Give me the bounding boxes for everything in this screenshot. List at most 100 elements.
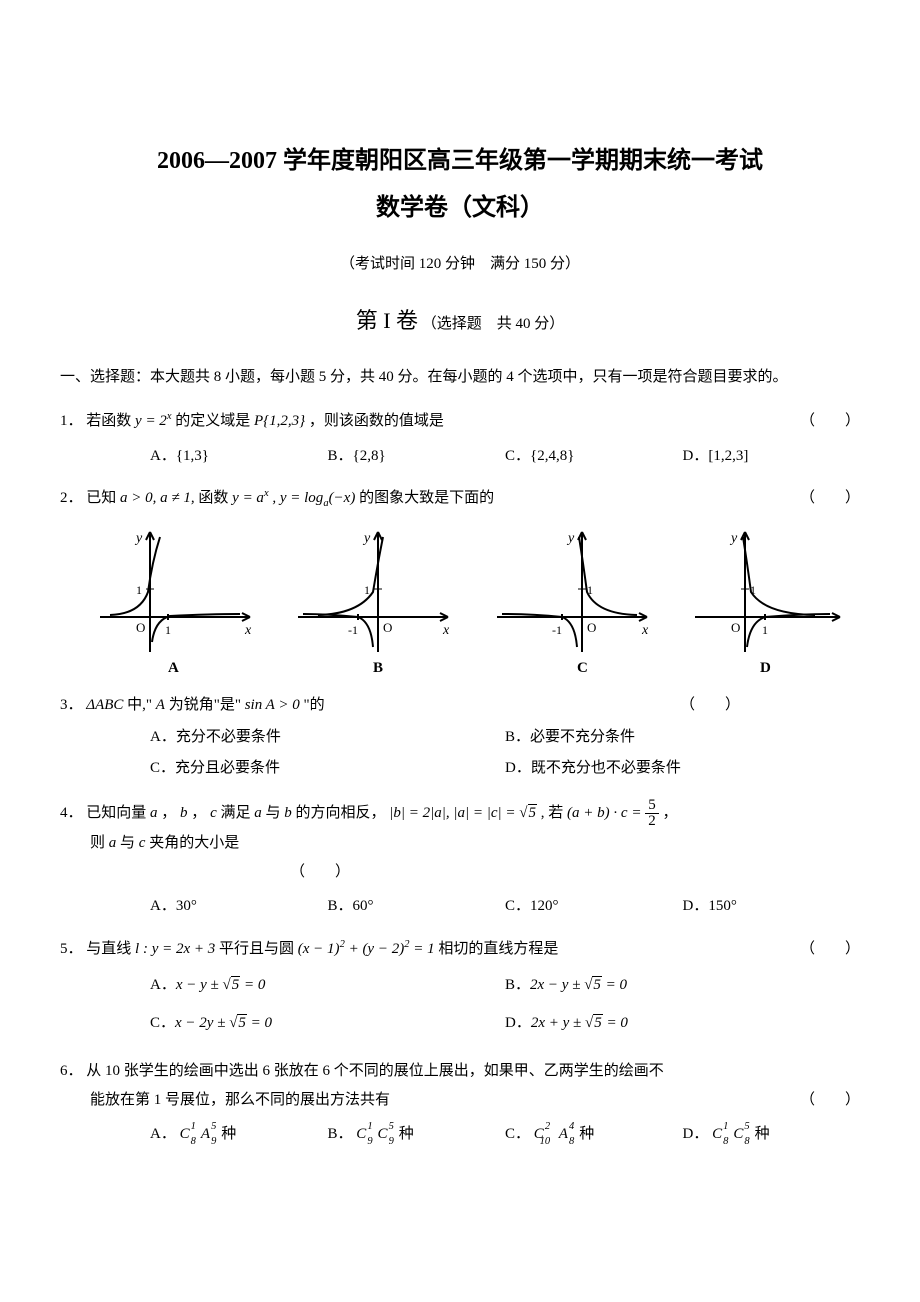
- svg-text:y: y: [566, 531, 575, 546]
- q6-B-label: B．: [328, 1126, 353, 1142]
- question-6: 6． 从 10 张学生的绘画中选出 6 张放在 6 个不同的展位上展出，如果甲、…: [60, 1057, 860, 1149]
- q4-l2p: 则: [90, 835, 109, 851]
- q5-B-s: 5: [592, 976, 602, 993]
- question-1: 1． 若函数 y = 2x 的定义域是 P{1,2,3} ，则该函数的值域是 （…: [60, 407, 860, 470]
- q5-D-r: = 0: [603, 1015, 628, 1031]
- q4-A-label: A．: [150, 898, 176, 914]
- q4-t4: 满足: [220, 805, 254, 821]
- question-2: 2． 已知 a > 0, a ≠ 1, 函数 y = ax , y = loga…: [60, 484, 860, 677]
- q5-A-s: 5: [231, 976, 241, 993]
- svg-text:1: 1: [587, 583, 593, 597]
- answer-blank: （ ）: [800, 407, 860, 436]
- q6-options: A． C18 A59 种 B． C19 C59 种 C． C210 A48 种 …: [60, 1120, 860, 1149]
- svg-text:1: 1: [136, 583, 142, 597]
- q5-A-l: x − y ±: [176, 977, 223, 993]
- q2-t3: 的图象大致是下面的: [359, 490, 494, 506]
- q6-l2: 能放在第 1 号展位，那么不同的展出方法共有: [90, 1086, 780, 1115]
- svg-text:x: x: [244, 623, 252, 638]
- q5-line: l : y = 2x + 3: [135, 941, 215, 957]
- q4-t1: 已知向量: [86, 805, 150, 821]
- q6-B-suf: 种: [399, 1126, 414, 1142]
- q2-num: 2．: [60, 490, 83, 506]
- q5-C-l: x − 2y ±: [175, 1015, 229, 1031]
- q1-A: {1,3}: [176, 448, 209, 464]
- answer-blank: （ ）: [800, 484, 860, 513]
- q5-B-r: = 0: [602, 977, 627, 993]
- q5-options: A．x − y ± √5 = 0 B．2x − y ± √5 = 0 C．x −…: [60, 967, 860, 1043]
- q5-t3: 相切的直线方程是: [438, 941, 558, 957]
- q4-a: a: [150, 805, 158, 821]
- q6-B-C2: C: [378, 1126, 388, 1142]
- q4-a2: a: [254, 805, 262, 821]
- svg-text:x: x: [641, 623, 649, 638]
- q5-A-label: A．: [150, 977, 176, 993]
- q5-D-s: 5: [593, 1014, 603, 1031]
- q2-f2p: y = log: [280, 490, 323, 506]
- q5-C-s: 5: [237, 1014, 247, 1031]
- q6-B-C1: C: [356, 1126, 366, 1142]
- q3-t3: "的: [303, 697, 324, 713]
- q6-A-A: A: [201, 1126, 210, 1142]
- q6-A-label: A．: [150, 1126, 176, 1142]
- svg-text:y: y: [362, 531, 371, 546]
- q2-cond: a > 0, a ≠ 1,: [120, 490, 195, 506]
- question-5: 5． 与直线 l : y = 2x + 3 平行且与圆 (x − 1)2 + (…: [60, 935, 860, 1044]
- q5-cr: (y − 2): [362, 941, 404, 957]
- section-note: （选择题 共 40 分）: [422, 316, 565, 332]
- svg-text:-1: -1: [552, 623, 562, 637]
- q1-t1: 若函数: [86, 413, 135, 429]
- svg-text:C: C: [577, 660, 588, 676]
- q4-t8: ，: [662, 805, 677, 821]
- title-sub: 数学卷（文科）: [60, 187, 860, 222]
- q6-A-Csub: 8: [191, 1132, 196, 1152]
- q6-A-C: C: [180, 1126, 190, 1142]
- svg-text:O: O: [587, 620, 596, 635]
- q1-B-label: B．: [328, 448, 353, 464]
- q4-num: 4．: [60, 805, 83, 821]
- q5-cl: (x − 1): [298, 941, 340, 957]
- q1-func: y = 2: [135, 413, 167, 429]
- q2-f1e: x: [264, 488, 269, 499]
- q6-D-suf: 种: [755, 1126, 770, 1142]
- q5-B-label: B．: [505, 977, 530, 993]
- q5-t1: 与直线: [86, 941, 131, 957]
- q3-c2: sin A > 0: [245, 697, 300, 713]
- q4-frac-n: 5: [645, 798, 659, 814]
- svg-text:B: B: [373, 660, 383, 676]
- svg-text:-1: -1: [348, 623, 358, 637]
- q4-C: 120°: [530, 898, 559, 914]
- q5-A-r: = 0: [240, 977, 265, 993]
- q4-D: 150°: [708, 898, 737, 914]
- q5-eq1v: = 1: [409, 941, 434, 957]
- q3-t2: 为锐角"是": [169, 697, 241, 713]
- q3-D: D．既不充分也不必要条件: [505, 754, 860, 783]
- svg-text:A: A: [168, 660, 179, 676]
- svg-text:1: 1: [165, 623, 171, 637]
- q1-C: {2,4,8}: [530, 448, 574, 464]
- q3-options: A．充分不必要条件 B．必要不充分条件 C．充分且必要条件 D．既不充分也不必要…: [60, 723, 860, 784]
- q4-sqrt5: 5: [528, 804, 538, 821]
- q1-exp: x: [167, 411, 172, 422]
- q4-eq2l: (a + b) · c =: [567, 805, 645, 821]
- q6-D-label: D．: [683, 1126, 709, 1142]
- q3-expr: ΔABC: [86, 697, 123, 713]
- q1-t3: ，则该函数的值域是: [309, 413, 444, 429]
- section-num-pre: 第: [356, 308, 378, 333]
- svg-text:D: D: [760, 660, 771, 676]
- exam-page: 2006—2007 学年度朝阳区高三年级第一学期期末统一考试 数学卷（文科） （…: [0, 0, 920, 1223]
- q3-t1: 中,": [127, 697, 152, 713]
- q4-c: c: [210, 805, 217, 821]
- section-intro: 一、选择题：本大题共 8 小题，每小题 5 分，共 40 分。在每小题的 4 个…: [60, 365, 860, 389]
- q2-comma: ,: [272, 490, 280, 506]
- q3-A: A．充分不必要条件: [150, 723, 505, 752]
- q2-t2: 函数: [198, 490, 228, 506]
- section-num-post: 卷: [396, 308, 418, 333]
- q2-f1: y = a: [232, 490, 264, 506]
- q1-options: A．{1,3} B．{2,8} C．{2,4,8} D．[1,2,3]: [60, 442, 860, 471]
- q5-D-label: D．: [505, 1015, 531, 1031]
- q2-t1: 已知: [86, 490, 120, 506]
- q4-D-label: D．: [683, 898, 709, 914]
- section-header: 第 I 卷 （选择题 共 40 分）: [60, 303, 860, 335]
- q4-a3: a: [109, 835, 117, 851]
- q6-B-C2sub: 9: [389, 1132, 394, 1152]
